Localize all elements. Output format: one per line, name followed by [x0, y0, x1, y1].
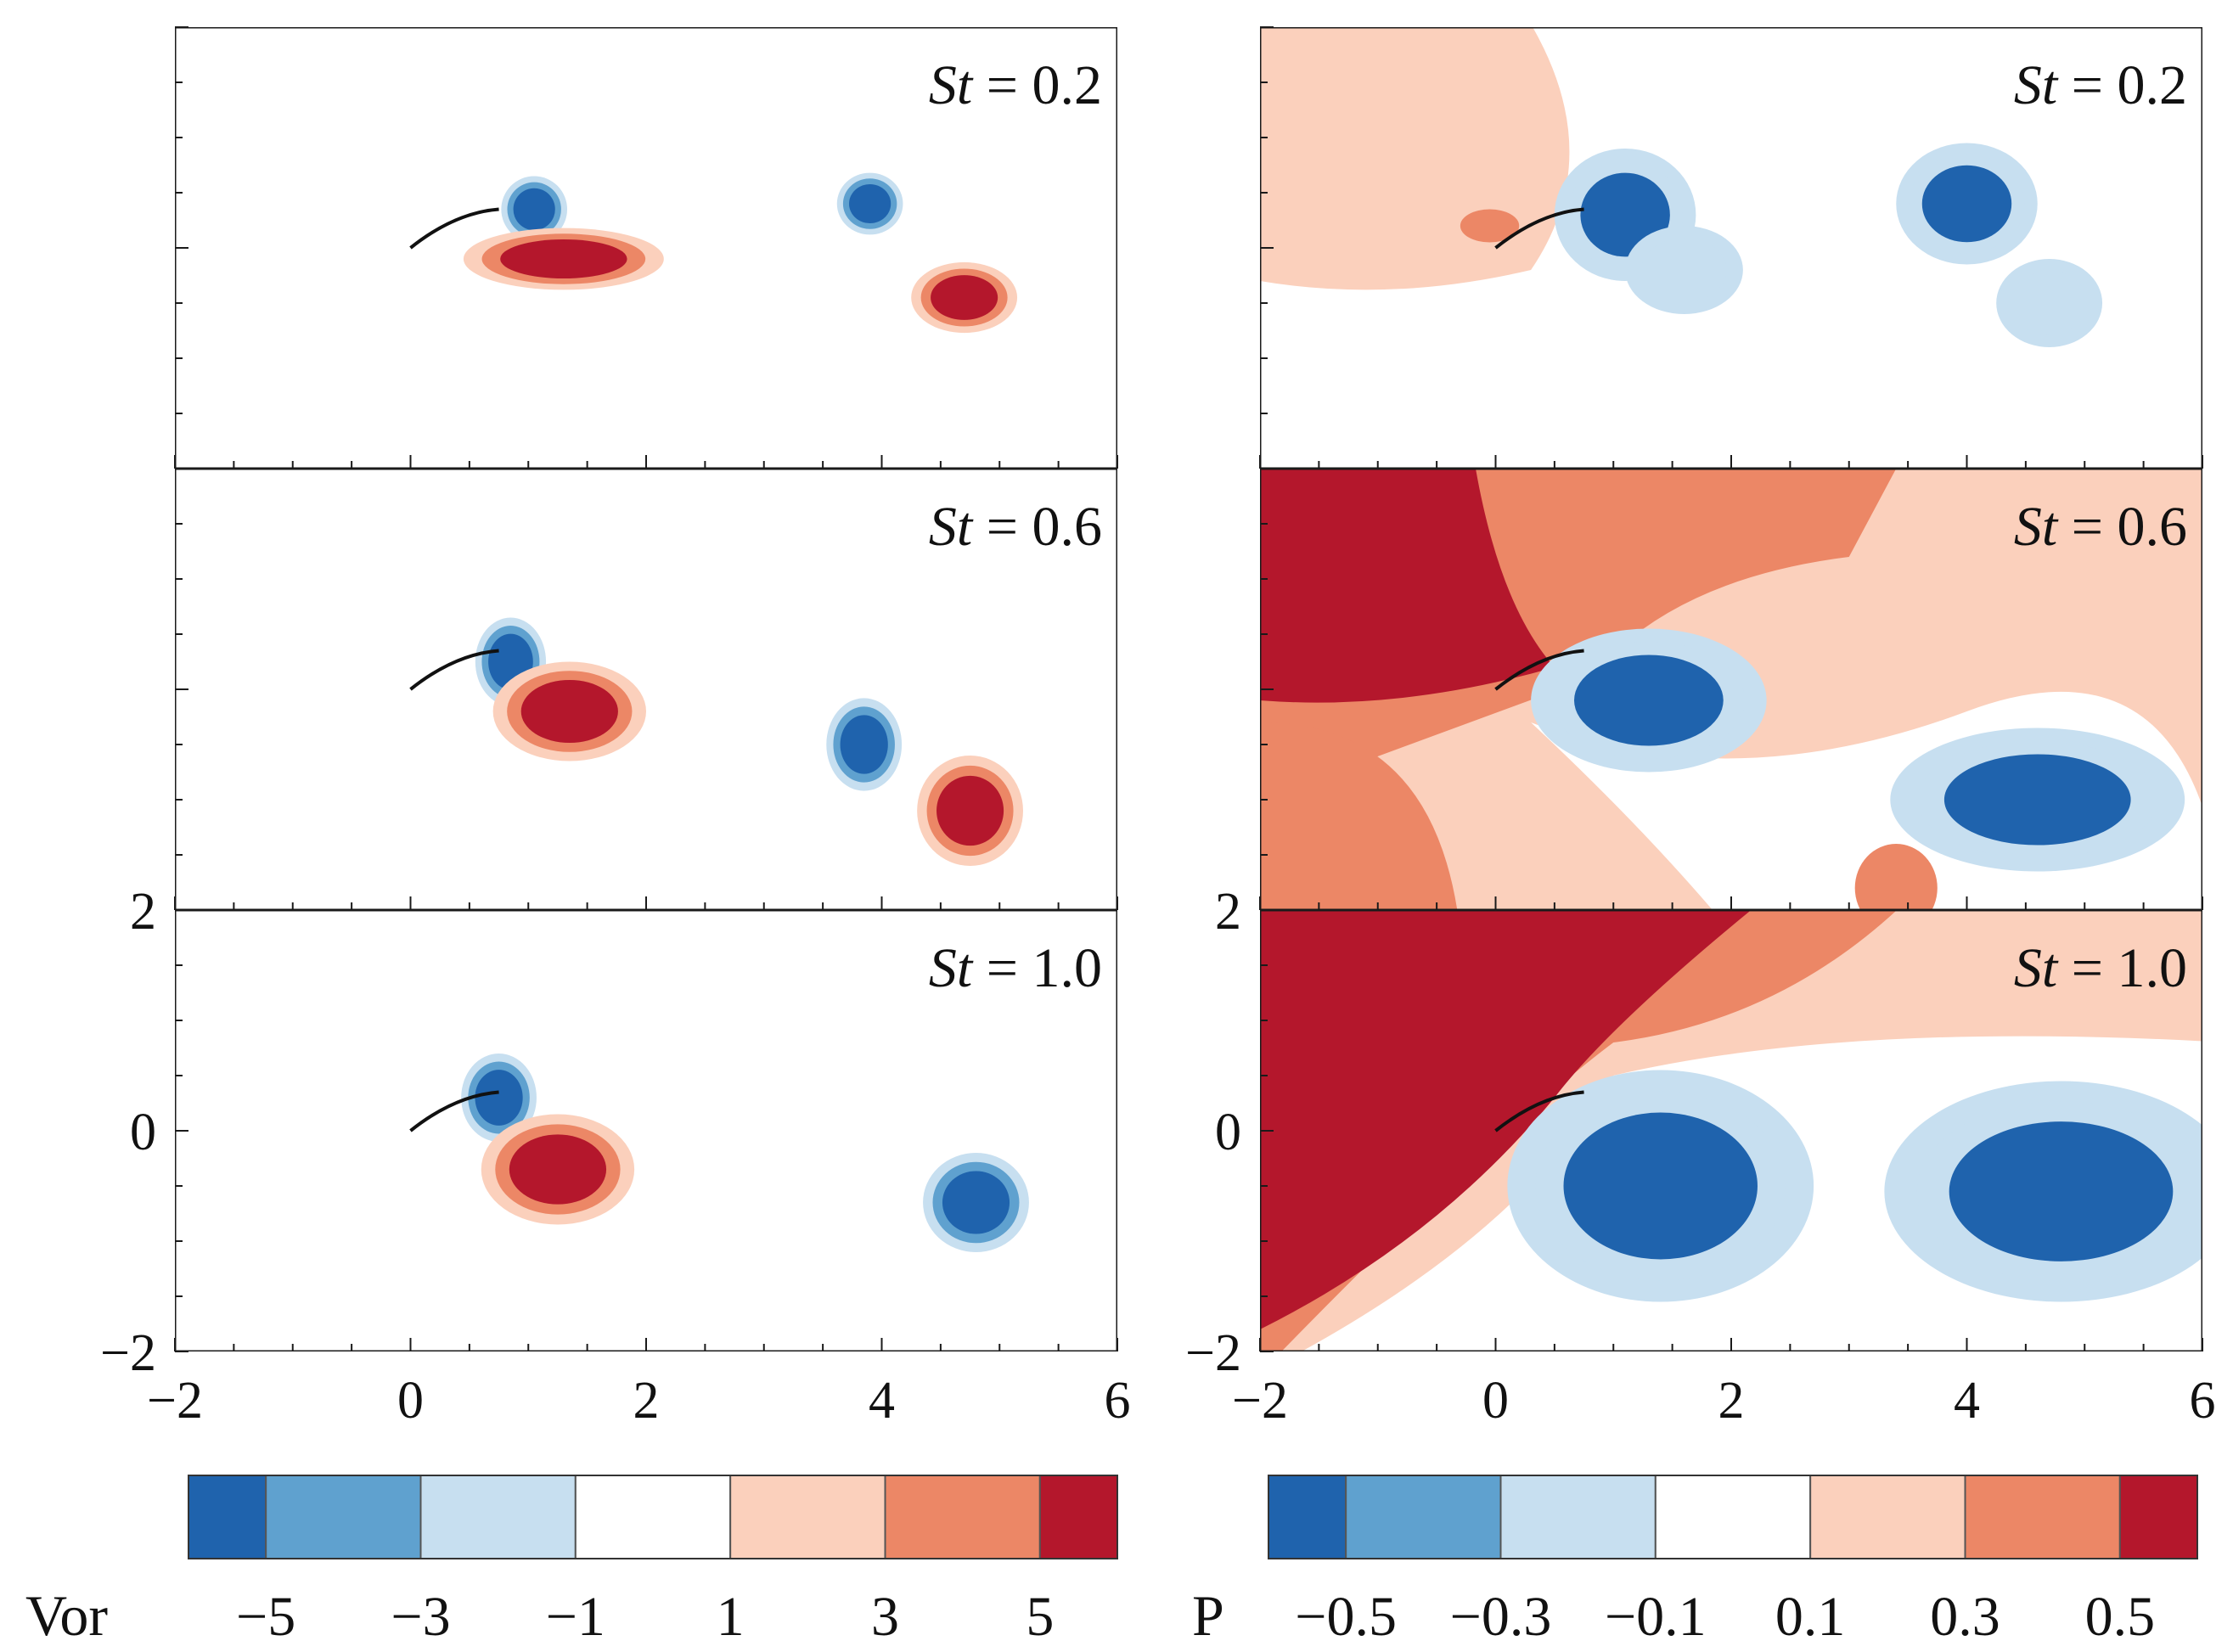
pressure-region	[1854, 844, 1938, 910]
axes: −2 0 2 4 6 −2 0 2 −2 0 2 4 6 −2 0 2	[100, 26, 2216, 1430]
contour-blob-1-level-1	[1641, 238, 1727, 302]
colorbar-swatch	[419, 1475, 577, 1559]
colorbar-swatch	[1809, 1475, 1966, 1559]
colorbar-variable-label: Vor	[25, 1583, 108, 1648]
panel-p-st-1	[1260, 910, 2202, 1351]
x-tick-label: −2	[147, 1372, 203, 1430]
colorbar-tick-label: −0.1	[1605, 1586, 1707, 1648]
x-tick-label: 6	[1105, 1372, 1131, 1430]
row-label-st-0-2: St = 0.2	[2014, 54, 2187, 116]
y-tick-label: 0	[130, 1104, 156, 1161]
contour-blob-1-level-2	[937, 775, 1004, 846]
contour-blob-1-level-2	[475, 1070, 523, 1126]
colorbar-swatch	[1964, 1475, 2121, 1559]
contour-blob-1-level-2	[931, 275, 998, 320]
flat-plate	[1494, 649, 1584, 691]
colorbar-p: −0.5 −0.3 −0.1 0.1 0.3 0.5 P	[1192, 1475, 2198, 1648]
row-label-st-1: St = 1.0	[2014, 937, 2187, 999]
colorbar-swatch	[265, 1475, 422, 1559]
pressure-region	[1460, 209, 1520, 243]
colorbar-swatch	[729, 1475, 886, 1559]
flat-plate	[409, 207, 499, 250]
colorbar-tick-label: −5	[236, 1586, 295, 1648]
colorbar-tick-label: 5	[1026, 1586, 1054, 1648]
contour-blob-0-level-2	[849, 183, 892, 224]
row-label-st-0-2: St = 0.2	[929, 54, 1102, 116]
colorbar-tick-label: −1	[546, 1586, 605, 1648]
colorbar-tick-label: 3	[871, 1586, 899, 1648]
flat-plate	[409, 1090, 499, 1132]
panel-vor-st-0-2	[175, 27, 1117, 469]
colorbar-swatch	[1268, 1475, 1347, 1559]
colorbar-tick-label: 0.5	[2085, 1586, 2156, 1648]
colorbar-tick-label: −0.3	[1450, 1586, 1552, 1648]
contour-blob-2-level-2	[513, 188, 555, 231]
pressure-region	[1260, 910, 1752, 1329]
contour-blob-2-level-0	[2084, 634, 2202, 700]
contour-blob-1-level-2	[1943, 754, 2131, 846]
row-label-st-1: St = 1.0	[929, 937, 1102, 999]
colorbar-tick-label: −0.5	[1295, 1586, 1397, 1648]
contour-blob-2-level-2	[1921, 165, 2012, 243]
colorbar-swatch	[1038, 1475, 1119, 1559]
y-tick-label: 2	[130, 883, 156, 941]
colorbar-frame	[188, 1475, 1118, 1559]
colorbar-vor: −5 −3 −1 1 3 5 Vor	[25, 1475, 1119, 1648]
colorbar-tick-label: 0.1	[1775, 1586, 1846, 1648]
contour-blob-3-level-2	[520, 679, 618, 744]
colorbar-frame	[1268, 1475, 2198, 1559]
x-tick-label: 0	[1482, 1372, 1509, 1430]
row-label-st-0-6: St = 0.6	[2014, 496, 2187, 558]
colorbar-swatch	[188, 1475, 267, 1559]
pressure-region	[1260, 722, 1458, 910]
y-tick-label: 0	[1215, 1104, 1241, 1161]
contour-panels	[175, 27, 2202, 1351]
panel-p-st-0-6	[1260, 469, 2202, 910]
colorbar-swatch	[884, 1475, 1041, 1559]
y-tick-label: −2	[1185, 1324, 1241, 1382]
row-labels: St = 0.2 St = 0.6 St = 1.0 St = 0.2 St = 0.6…	[929, 54, 2187, 999]
x-tick-label: 0	[397, 1372, 424, 1430]
flat-plate	[409, 649, 499, 691]
contour-blob-0-level-2	[840, 715, 888, 774]
contour-blob-0-level-2	[1563, 1112, 1758, 1260]
colorbar-tick-label: 1	[717, 1586, 745, 1648]
x-tick-label: 4	[1954, 1372, 1980, 1430]
colorbar-tick-label: −3	[391, 1586, 450, 1648]
row-label-st-0-6: St = 0.6	[929, 496, 1102, 558]
colorbar-swatch	[1345, 1475, 1502, 1559]
contour-blob-1-level-2	[1949, 1121, 2174, 1261]
x-tick-label: 4	[869, 1372, 895, 1430]
contour-blob-0-level-2	[1574, 655, 1724, 746]
colorbar-tick-label: 0.3	[1930, 1586, 2000, 1648]
colorbar-swatch	[1499, 1475, 1656, 1559]
flat-plate	[1494, 207, 1584, 250]
x-tick-label: −2	[1232, 1372, 1288, 1430]
flat-plate	[1494, 1090, 1584, 1132]
colorbar-variable-label: P	[1192, 1583, 1224, 1648]
contour-blob-3-level-2	[500, 239, 627, 279]
colorbars: −5 −3 −1 1 3 5 Vor −0.5 −0.3 −0.1 0.1 0.3 0.5 P	[25, 1475, 2198, 1648]
y-tick-label: −2	[100, 1324, 156, 1382]
panel-vor-st-0-6	[175, 469, 1117, 910]
y-tick-label: 2	[1215, 883, 1241, 941]
contour-blob-0-level-2	[942, 1171, 1010, 1234]
contour-blob-3-level-1	[2011, 271, 2088, 335]
x-tick-label: 6	[2190, 1372, 2216, 1430]
pressure-region	[1260, 469, 1555, 703]
colorbar-swatch	[1654, 1475, 1812, 1559]
panel-background	[175, 910, 1117, 1351]
colorbar-swatch	[574, 1475, 732, 1559]
pressure-region	[1260, 27, 1570, 290]
x-tick-label: 2	[1718, 1372, 1745, 1430]
panel-p-st-0-2	[1260, 27, 2202, 469]
colorbar-swatch	[2118, 1475, 2198, 1559]
panel-vor-st-1	[175, 910, 1117, 1351]
x-tick-label: 2	[633, 1372, 660, 1430]
contour-blob-2-level-2	[509, 1134, 607, 1205]
